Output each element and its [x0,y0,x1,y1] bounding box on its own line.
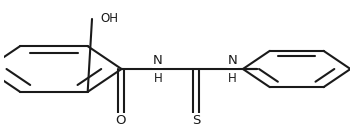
Text: O: O [115,114,126,127]
Text: N: N [228,54,238,67]
Text: H: H [228,72,237,85]
Text: OH: OH [101,12,119,26]
Text: H: H [154,72,162,85]
Text: N: N [153,54,163,67]
Text: S: S [192,114,200,127]
